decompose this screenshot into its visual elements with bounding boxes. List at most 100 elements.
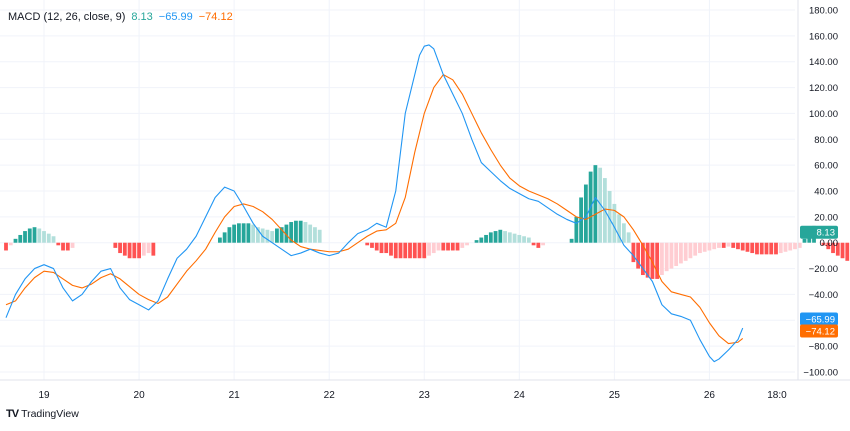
- histogram-bar: [298, 220, 303, 243]
- histogram-bar: [408, 242, 412, 259]
- histogram-bar: [23, 231, 27, 243]
- histogram-bar: [222, 232, 227, 243]
- histogram-bar: [289, 222, 294, 243]
- y-tick-label: 0.00: [820, 238, 839, 249]
- histogram-bar: [526, 237, 531, 243]
- y-tick-label: 160.00: [809, 31, 838, 42]
- histogram-bar: [845, 242, 850, 261]
- x-tick-label: 20: [134, 390, 146, 401]
- histogram-bar: [541, 242, 545, 246]
- histogram-bar: [655, 242, 660, 279]
- histogram-bar: [137, 242, 141, 259]
- histogram-bar: [61, 242, 65, 251]
- histogram-bar: [431, 242, 436, 254]
- histogram-bar: [227, 227, 232, 243]
- histogram-bar: [726, 242, 731, 247]
- histogram-bar: [427, 242, 431, 256]
- x-tick-label: 26: [704, 390, 716, 401]
- y-tick-label: −80.00: [809, 342, 838, 353]
- histogram-bar: [146, 242, 151, 254]
- price-tag-label: −74.12: [806, 327, 835, 338]
- histogram-bar: [256, 227, 260, 243]
- x-tick-label: 25: [609, 390, 621, 401]
- histogram-bar: [826, 242, 831, 250]
- histogram-bar: [536, 242, 541, 248]
- histogram-bar: [65, 242, 70, 251]
- y-tick-label: 20.00: [814, 212, 838, 223]
- histogram-bar: [127, 242, 132, 259]
- histogram-bar: [702, 242, 707, 252]
- histogram-bar: [759, 242, 764, 255]
- histogram-bar: [465, 242, 469, 246]
- histogram-bar: [783, 242, 788, 252]
- histogram: [4, 165, 850, 279]
- histogram-bar: [365, 242, 370, 246]
- histogram-bar: [740, 242, 745, 251]
- y-tick-label: 120.00: [809, 83, 838, 94]
- histogram-bar: [574, 216, 579, 243]
- histogram-bar: [617, 214, 622, 243]
- histogram-bar: [46, 233, 51, 243]
- histogram-bar: [731, 242, 736, 248]
- macd-value: −65.99: [158, 11, 193, 23]
- histogram-bar: [488, 232, 493, 243]
- histogram-bar: [712, 242, 717, 250]
- histogram-bar: [251, 224, 256, 243]
- histogram-bar: [621, 223, 626, 243]
- histogram-bar: [217, 237, 222, 243]
- x-tick-label: 18:0: [767, 390, 787, 401]
- histogram-bar: [393, 242, 398, 259]
- histogram-bar: [27, 228, 32, 243]
- histogram-bar: [384, 242, 389, 254]
- signal-line: [5, 74, 744, 345]
- histogram-bar: [769, 242, 774, 255]
- histogram-bar: [370, 242, 374, 248]
- lines: [5, 44, 744, 363]
- histogram-bar: [8, 242, 13, 246]
- histogram-value: 8.13: [131, 11, 153, 23]
- y-axis[interactable]: 180.00 160.00 140.00 120.00 100.00 80.00 60.00…: [797, 0, 839, 380]
- histogram-bar: [51, 236, 56, 243]
- histogram-bar: [669, 242, 674, 269]
- histogram-bar: [503, 231, 507, 243]
- y-tick-label: 40.00: [814, 187, 838, 198]
- y-tick-label: 80.00: [814, 135, 838, 146]
- histogram-bar: [679, 242, 683, 264]
- histogram-bar: [512, 233, 517, 243]
- histogram-bar: [636, 242, 641, 269]
- histogram-bar: [664, 242, 669, 272]
- indicator-legend[interactable]: MACD (12, 26, close, 9) 8.13 −65.99 −74.12: [8, 11, 239, 24]
- histogram-bar: [522, 236, 526, 243]
- histogram-bar: [13, 238, 18, 243]
- x-axis[interactable]: 19 20 21 22 23 24 25 26 18:0: [0, 379, 850, 401]
- y-tick-label: 180.00: [809, 6, 838, 17]
- histogram-bar: [674, 242, 679, 266]
- histogram-bar: [498, 229, 503, 243]
- histogram-bar: [698, 242, 702, 254]
- histogram-bar: [308, 224, 313, 243]
- histogram-bar: [275, 228, 279, 243]
- histogram-bar: [583, 184, 588, 243]
- histogram-bar: [236, 223, 241, 243]
- histogram-bar: [631, 242, 636, 263]
- y-tick-label: 140.00: [809, 57, 838, 68]
- histogram-bar: [450, 242, 455, 251]
- histogram-bar: [569, 238, 574, 243]
- histogram-bar: [517, 234, 522, 243]
- histogram-bar: [479, 237, 484, 243]
- x-tick-label: 24: [514, 390, 526, 401]
- price-tag: 8.13: [800, 225, 838, 239]
- tradingview-brand[interactable]: TV TradingView: [6, 408, 79, 420]
- histogram-bar: [70, 242, 75, 248]
- histogram-bar: [645, 242, 650, 278]
- histogram-bar: [379, 242, 384, 254]
- y-tick-label: −20.00: [809, 264, 838, 275]
- histogram-bar: [683, 242, 688, 261]
- histogram-bar: [42, 231, 46, 243]
- histogram-bar: [417, 242, 422, 259]
- price-tag: −65.99: [800, 312, 838, 326]
- histogram-bar: [793, 242, 797, 250]
- histogram-bar: [835, 242, 840, 256]
